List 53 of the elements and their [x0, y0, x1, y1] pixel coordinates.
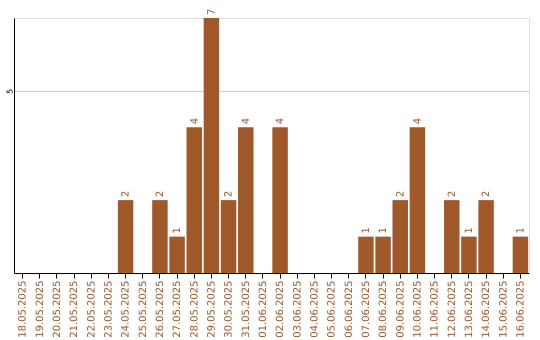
data-label: 7 [206, 8, 218, 15]
data-label: 1 [360, 227, 372, 234]
x-tick-label: 12.06.2025 [446, 280, 458, 338]
x-tick-label: 16.06.2025 [515, 280, 526, 338]
data-label: 4 [412, 118, 424, 124]
x-tick-label: 30.05.2025 [224, 280, 235, 338]
x-tick-label: 26.05.2025 [154, 280, 166, 338]
data-label: 2 [120, 190, 132, 198]
data-label: 1 [464, 227, 475, 234]
x-tick-label: 22.05.2025 [86, 280, 98, 338]
x-tick-label: 11.06.2025 [430, 280, 441, 338]
x-tick-label: 24.05.2025 [120, 280, 132, 338]
data-label: 2 [481, 190, 492, 198]
x-tick-label: 06.06.2025 [344, 280, 355, 338]
x-tick-label: 18.05.2025 [18, 280, 29, 338]
data-label: 1 [172, 227, 184, 234]
x-tick-label: 09.06.2025 [395, 280, 406, 338]
bar [272, 127, 288, 273]
x-tick-label: 27.05.2025 [172, 280, 184, 338]
x-tick-label: 19.05.2025 [34, 280, 46, 338]
data-label: 4 [189, 118, 200, 124]
x-tick-label: 31.05.2025 [240, 280, 252, 338]
data-label: 2 [395, 190, 406, 198]
x-tick-label: 07.06.2025 [360, 280, 372, 338]
x-tick-label: 21.05.2025 [69, 280, 80, 338]
x-tick-label: 25.05.2025 [138, 280, 149, 338]
x-tick-label: 08.06.2025 [378, 280, 390, 338]
bar [478, 200, 494, 273]
x-tick-label: 23.05.2025 [103, 280, 114, 338]
data-label: 4 [275, 118, 286, 124]
x-tick-label: 15.06.2025 [498, 280, 510, 338]
bar [358, 236, 374, 273]
bar [118, 200, 134, 273]
x-tick-label: 10.06.2025 [412, 280, 424, 338]
x-tick-label: 13.06.2025 [464, 280, 475, 338]
y-tick-label: 5 [6, 88, 14, 94]
data-label: 1 [378, 227, 390, 234]
x-tick-label: 05.06.2025 [326, 280, 338, 338]
data-label: 2 [446, 190, 458, 198]
x-tick-label: 04.06.2025 [309, 280, 320, 338]
x-tick-label: 01.06.2025 [258, 280, 269, 338]
data-label: 1 [515, 227, 526, 234]
x-tick-label: 28.05.2025 [189, 280, 200, 338]
bar [512, 236, 528, 273]
data-label: 2 [224, 190, 235, 198]
x-tick-label: 29.05.2025 [206, 280, 218, 338]
data-label: 4 [240, 118, 252, 124]
data-label: 2 [154, 190, 166, 198]
x-tick-label: 02.06.2025 [275, 280, 286, 338]
x-tick-label: 14.06.2025 [481, 280, 492, 338]
bar [152, 200, 168, 273]
x-tick-label: 03.06.2025 [292, 280, 304, 338]
x-tick-label: 20.05.2025 [52, 280, 63, 338]
